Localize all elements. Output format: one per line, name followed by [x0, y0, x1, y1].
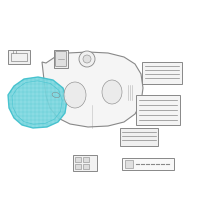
Ellipse shape [79, 51, 95, 67]
FancyBboxPatch shape [54, 50, 68, 68]
FancyBboxPatch shape [75, 157, 81, 162]
FancyBboxPatch shape [83, 164, 89, 169]
Ellipse shape [83, 55, 91, 63]
FancyBboxPatch shape [125, 160, 133, 168]
Polygon shape [8, 77, 67, 128]
FancyBboxPatch shape [83, 157, 89, 162]
FancyBboxPatch shape [56, 51, 66, 66]
Polygon shape [42, 52, 143, 127]
FancyBboxPatch shape [136, 95, 180, 125]
Polygon shape [8, 77, 67, 128]
FancyBboxPatch shape [75, 164, 81, 169]
FancyBboxPatch shape [120, 128, 158, 146]
FancyBboxPatch shape [122, 158, 174, 170]
FancyBboxPatch shape [73, 155, 97, 171]
FancyBboxPatch shape [8, 50, 30, 64]
Ellipse shape [102, 80, 122, 104]
FancyBboxPatch shape [142, 62, 182, 84]
Ellipse shape [64, 82, 86, 108]
